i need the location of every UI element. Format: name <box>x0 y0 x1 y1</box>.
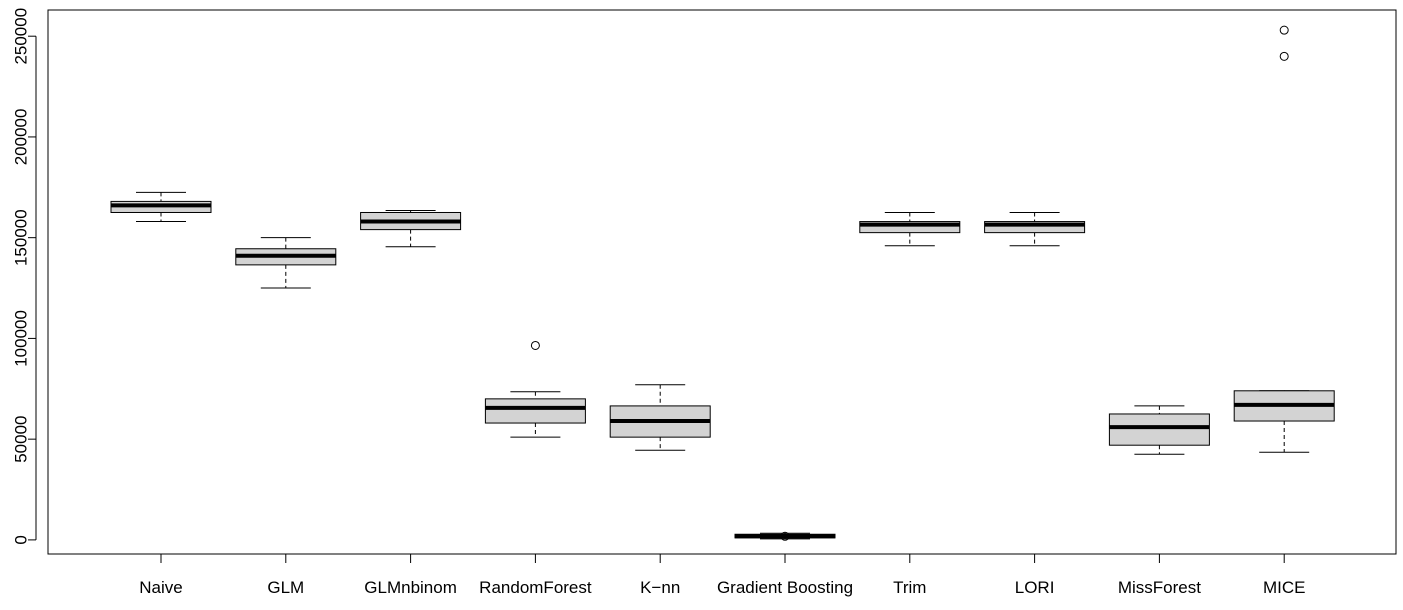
box-k-nn <box>609 384 711 451</box>
x-axis: Naive GLM GLMnbinom RandomForest K−nn Gradien… <box>139 553 1306 597</box>
plot-frame <box>47 9 1397 555</box>
box-mice <box>1233 25 1335 453</box>
y-tick-label: 100000 <box>11 310 30 367</box>
y-tick-label: 250000 <box>11 8 30 65</box>
y-tick-label: 0 <box>11 535 30 544</box>
x-category-label: MICE <box>1263 578 1306 597</box>
outlier-point <box>1279 51 1289 61</box>
x-category-label: Gradient Boosting <box>717 578 853 597</box>
iqr-box <box>1108 413 1210 446</box>
outlier-point <box>780 531 790 541</box>
outlier-point <box>1279 25 1289 35</box>
box-missforest <box>1108 405 1210 455</box>
y-tick-label: 200000 <box>11 109 30 166</box>
y-tick-label: 50000 <box>11 416 30 463</box>
box-gradient-boosting <box>734 531 836 541</box>
box-lori <box>984 211 1086 247</box>
boxes-group <box>110 25 1335 541</box>
outlier-point <box>530 340 540 350</box>
x-category-label: RandomForest <box>479 578 592 597</box>
x-category-label: MissForest <box>1118 578 1201 597</box>
box-randomforest <box>484 340 586 438</box>
y-axis: 0 50000 100000 150000 200000 250000 <box>11 8 37 545</box>
box-glm <box>235 237 337 289</box>
x-category-label: K−nn <box>640 578 680 597</box>
iqr-box <box>859 221 961 234</box>
x-category-label: Trim <box>893 578 926 597</box>
x-category-label: GLM <box>267 578 304 597</box>
y-tick-label: 150000 <box>11 209 30 266</box>
x-category-label: Naive <box>139 578 182 597</box>
box-trim <box>859 211 961 247</box>
x-category-label: LORI <box>1015 578 1055 597</box>
box-glmnbinom <box>360 209 462 248</box>
x-category-label: GLMnbinom <box>364 578 457 597</box>
box-naive <box>110 191 212 223</box>
iqr-box <box>984 221 1086 234</box>
iqr-box <box>484 398 586 424</box>
